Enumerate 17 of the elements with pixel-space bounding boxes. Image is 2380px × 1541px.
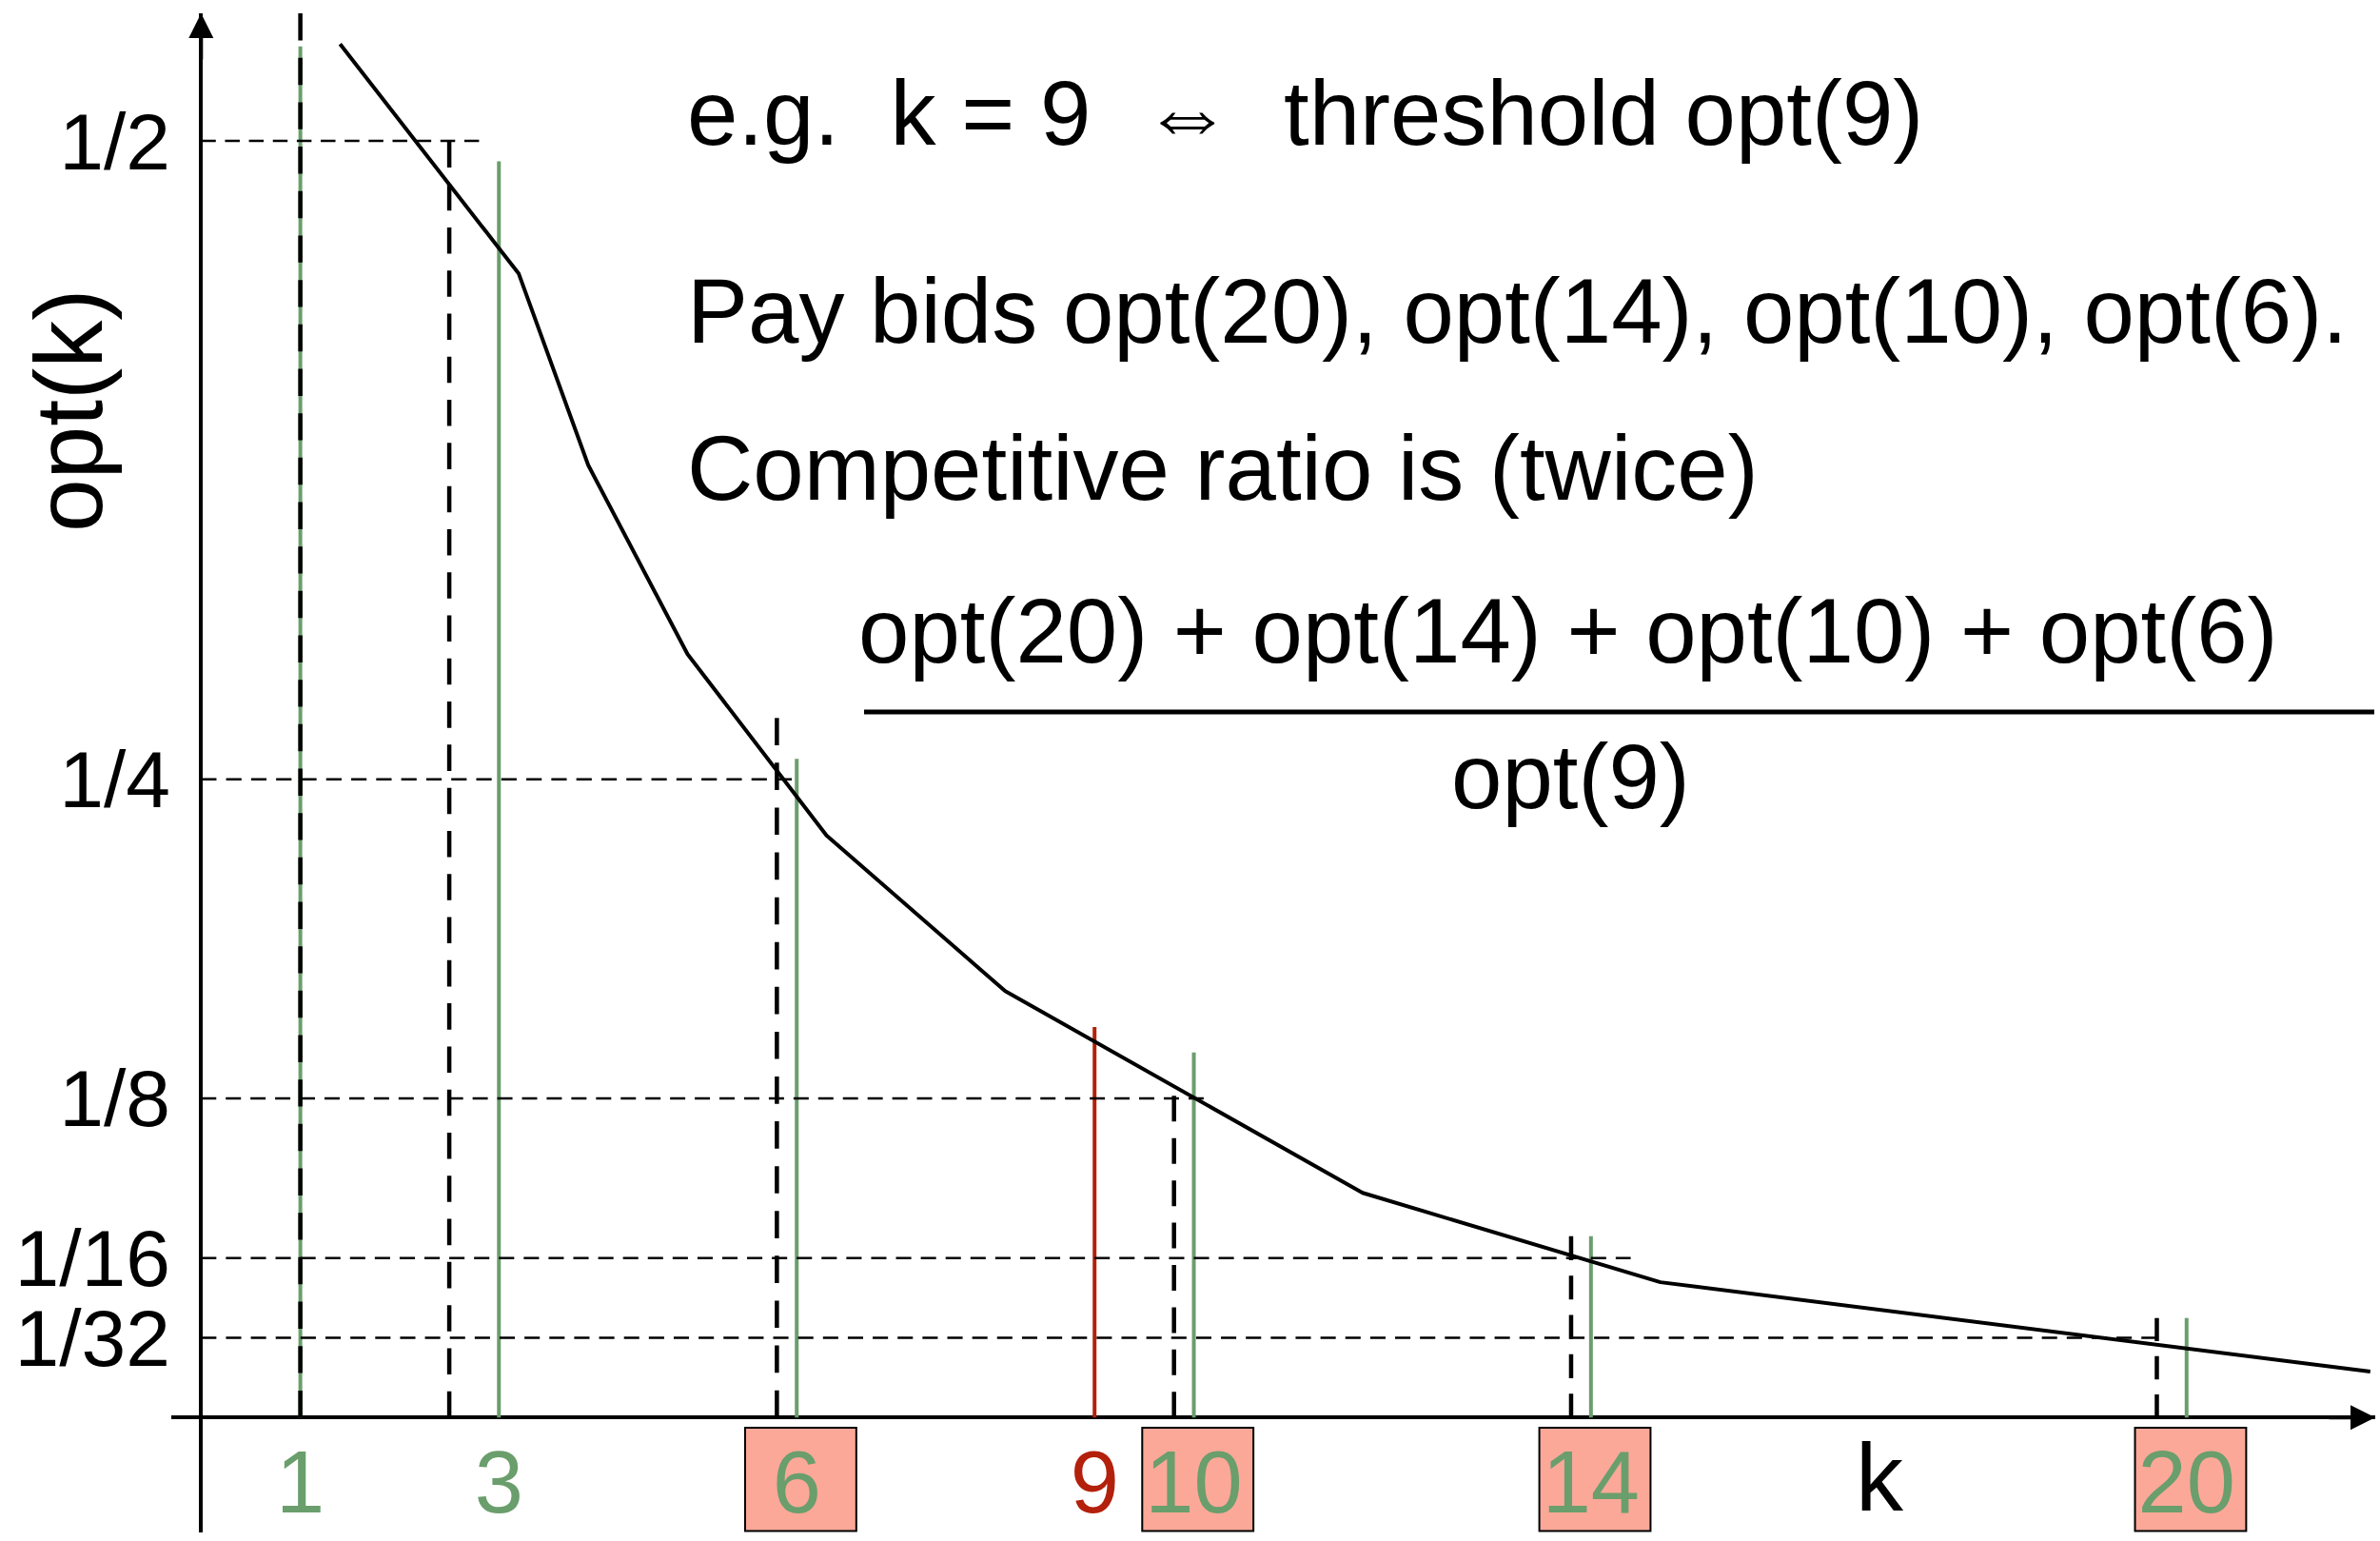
annotation: Pay bids opt(20), opt(14), opt(10), opt(6). xyxy=(687,260,2348,362)
y-tick-label: 1/4 xyxy=(59,735,170,825)
x-tick-label: 1 xyxy=(276,1432,325,1531)
y-tick-label: 1/8 xyxy=(59,1054,170,1144)
annotation: opt(9) xyxy=(1451,725,1690,827)
x-tick-label: 20 xyxy=(2137,1432,2235,1531)
annotation: e.g. k = 9 ⇔ threshold opt(9) xyxy=(687,62,1924,164)
x-tick-label: 3 xyxy=(474,1432,523,1531)
x-axis-title: k xyxy=(1856,1424,1904,1531)
annotation: opt(20) + opt(14) + opt(10) + opt(6) xyxy=(858,580,2278,682)
y-axis-title: opt(k) xyxy=(15,288,122,532)
y-tick-label: 1/2 xyxy=(59,96,170,187)
annotation: Competitive ratio is (twice) xyxy=(687,417,1759,519)
x-tick-label: 14 xyxy=(1542,1432,1641,1531)
x-tick-label: 9 xyxy=(1070,1432,1119,1531)
x-tick-label: 6 xyxy=(772,1432,821,1531)
x-tick-label: 10 xyxy=(1145,1432,1243,1531)
